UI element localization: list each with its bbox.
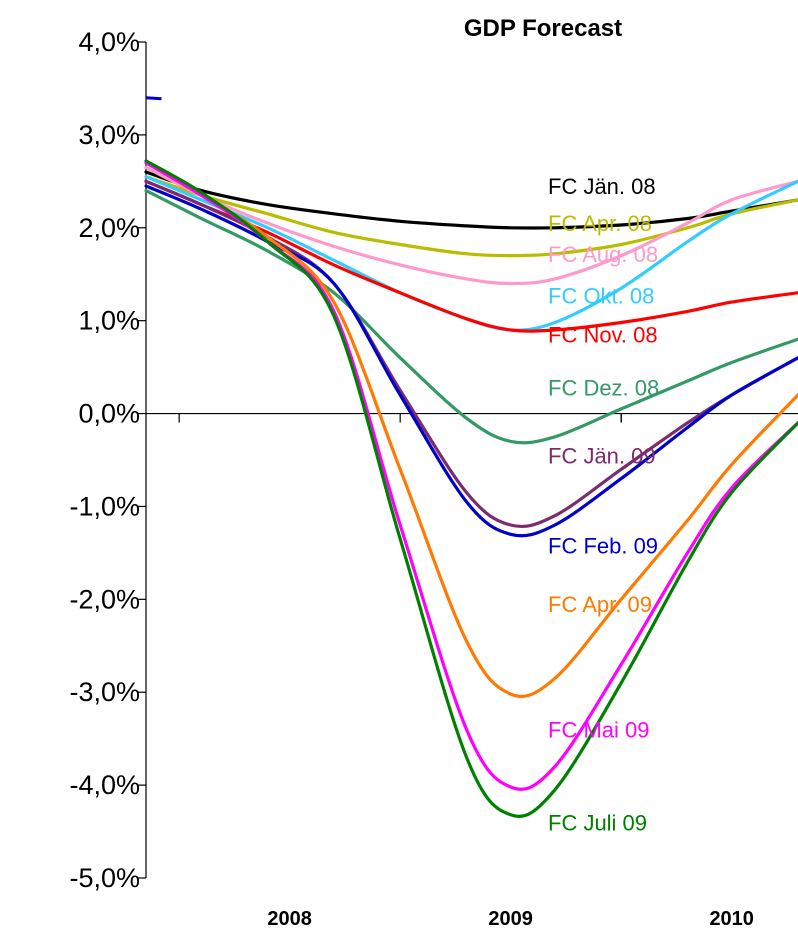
series-line-4	[144, 179, 798, 333]
y-tick-label: 2,0%	[78, 213, 140, 243]
series-line-1	[144, 175, 798, 258]
axes: 4,0% 3,0% 2,0% 1,0% 0,0% -1,0% -2,0% -3,0% -4,0%…	[69, 27, 798, 930]
series-label: FC Aug. 08	[548, 242, 658, 267]
series-label: FC Jän. 09	[548, 443, 656, 468]
series-label: FC Jän. 08	[548, 174, 656, 199]
series-line-10	[144, 159, 798, 818]
series-line-0	[144, 170, 798, 230]
y-tick-label: 4,0%	[78, 27, 140, 57]
series-label: FC Nov. 08	[548, 323, 658, 348]
series-label: FC Mai 09	[548, 717, 649, 742]
series-lines	[144, 96, 798, 818]
series-label: FC Okt. 08	[548, 284, 654, 309]
x-tick-label: 2008	[267, 908, 312, 930]
series-line-5	[144, 189, 798, 445]
x-tick-label: 2009	[488, 908, 533, 930]
x-tick-label: 2010	[709, 908, 754, 930]
y-tick-label: 0,0%	[78, 399, 140, 429]
series-line-2	[144, 165, 798, 286]
series-label: FC Apr. 09	[548, 592, 652, 617]
series-line-8	[144, 161, 798, 699]
series-label: FC Apr. 08	[548, 211, 652, 236]
chart-title: GDP Forecast	[464, 15, 622, 42]
y-tick-label: -3,0%	[69, 677, 140, 707]
series-fragment-line	[145, 96, 162, 101]
y-tick-label: 1,0%	[78, 306, 140, 336]
series-label: FC Juli 09	[548, 810, 647, 835]
series-labels: FC Jän. 08 FC Apr. 08 FC Aug. 08 FC Okt. 08…	[548, 174, 659, 835]
y-tick-label: 3,0%	[78, 120, 140, 150]
y-tick-label: -2,0%	[69, 584, 140, 614]
series-label: FC Feb. 09	[548, 533, 658, 558]
y-tick-label: -4,0%	[69, 770, 140, 800]
series-label: FC Dez. 08	[548, 376, 659, 401]
y-tick-label: -1,0%	[69, 491, 140, 521]
series-line-9	[144, 161, 798, 791]
y-tick-label: -5,0%	[69, 863, 140, 893]
